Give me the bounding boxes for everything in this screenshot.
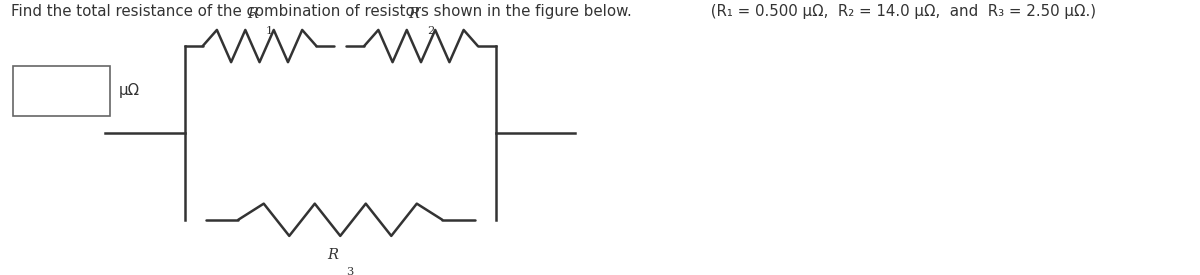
Text: 1: 1 bbox=[265, 26, 272, 36]
Text: R: R bbox=[408, 7, 419, 21]
Text: μΩ: μΩ bbox=[119, 83, 139, 98]
Text: 3: 3 bbox=[346, 267, 353, 275]
Text: (R₁ = 0.500 μΩ,  R₂ = 14.0 μΩ,  and  R₃ = 2.50 μΩ.): (R₁ = 0.500 μΩ, R₂ = 14.0 μΩ, and R₃ = 2… bbox=[707, 4, 1097, 19]
Text: R: R bbox=[328, 248, 338, 262]
FancyBboxPatch shape bbox=[13, 66, 110, 116]
Text: 2: 2 bbox=[427, 26, 434, 36]
Text: Find the total resistance of the combination of resistors shown in the figure be: Find the total resistance of the combina… bbox=[11, 4, 631, 19]
Text: R: R bbox=[247, 7, 258, 21]
